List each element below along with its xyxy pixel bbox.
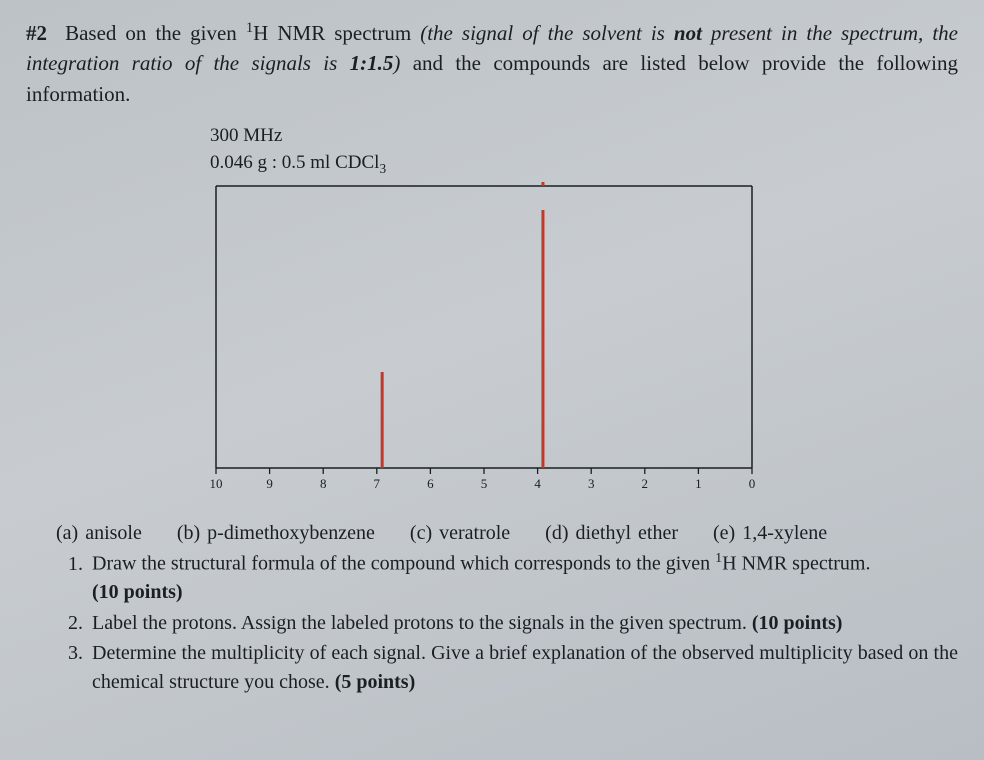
svg-text:4: 4 [534,476,541,491]
svg-text:1: 1 [695,476,702,491]
svg-text:0: 0 [749,476,756,491]
svg-text:3: 3 [588,476,595,491]
spectrum-meta: 300 MHz 0.046 g : 0.5 ml CDCl3 [210,123,804,178]
nmr-spectrum-chart: 109876543210 [204,182,764,512]
choice-d: (d) diethyl ether [545,522,678,544]
paren-italic-a: (the signal of the solvent is [420,21,674,45]
question-number: #2 [26,21,47,45]
not-word: not [674,21,702,45]
prompt-lead: Based on the given [65,21,246,45]
svg-text:5: 5 [481,476,488,491]
mhz-label: 300 MHz [210,123,804,150]
answer-choices: (a) anisole (b) p-dimethoxybenzene (c) v… [56,522,958,545]
spectrum-container: 300 MHz 0.046 g : 0.5 ml CDCl3 109876543… [204,123,804,512]
points-2: (10 points) [752,612,843,634]
choice-c: (c) veratrole [410,522,510,544]
svg-text:2: 2 [642,476,649,491]
nmr-label: H NMR spectrum [253,21,420,45]
svg-text:9: 9 [266,476,273,491]
points-3: (5 points) [335,671,416,693]
subquestion-3: Determine the multiplicity of each signa… [88,639,958,696]
choice-e: (e) 1,4-xylene [713,522,827,544]
subquestion-list: Draw the structural formula of the compo… [88,549,958,696]
svg-text:6: 6 [427,476,434,491]
ratio: 1:1.5 [350,51,394,75]
svg-text:8: 8 [320,476,327,491]
sample-label: 0.046 g : 0.5 ml CDCl3 [210,150,804,178]
svg-text:7: 7 [374,476,381,491]
subquestion-1: Draw the structural formula of the compo… [88,549,958,606]
question-prompt: #2 Based on the given 1H NMR spectrum (t… [26,18,958,109]
svg-text:10: 10 [210,476,223,491]
choice-a: (a) anisole [56,522,142,544]
subquestion-2: Label the protons. Assign the labeled pr… [88,609,958,637]
points-1: (10 points) [92,581,183,603]
choice-b: (b) p-dimethoxybenzene [177,522,375,544]
